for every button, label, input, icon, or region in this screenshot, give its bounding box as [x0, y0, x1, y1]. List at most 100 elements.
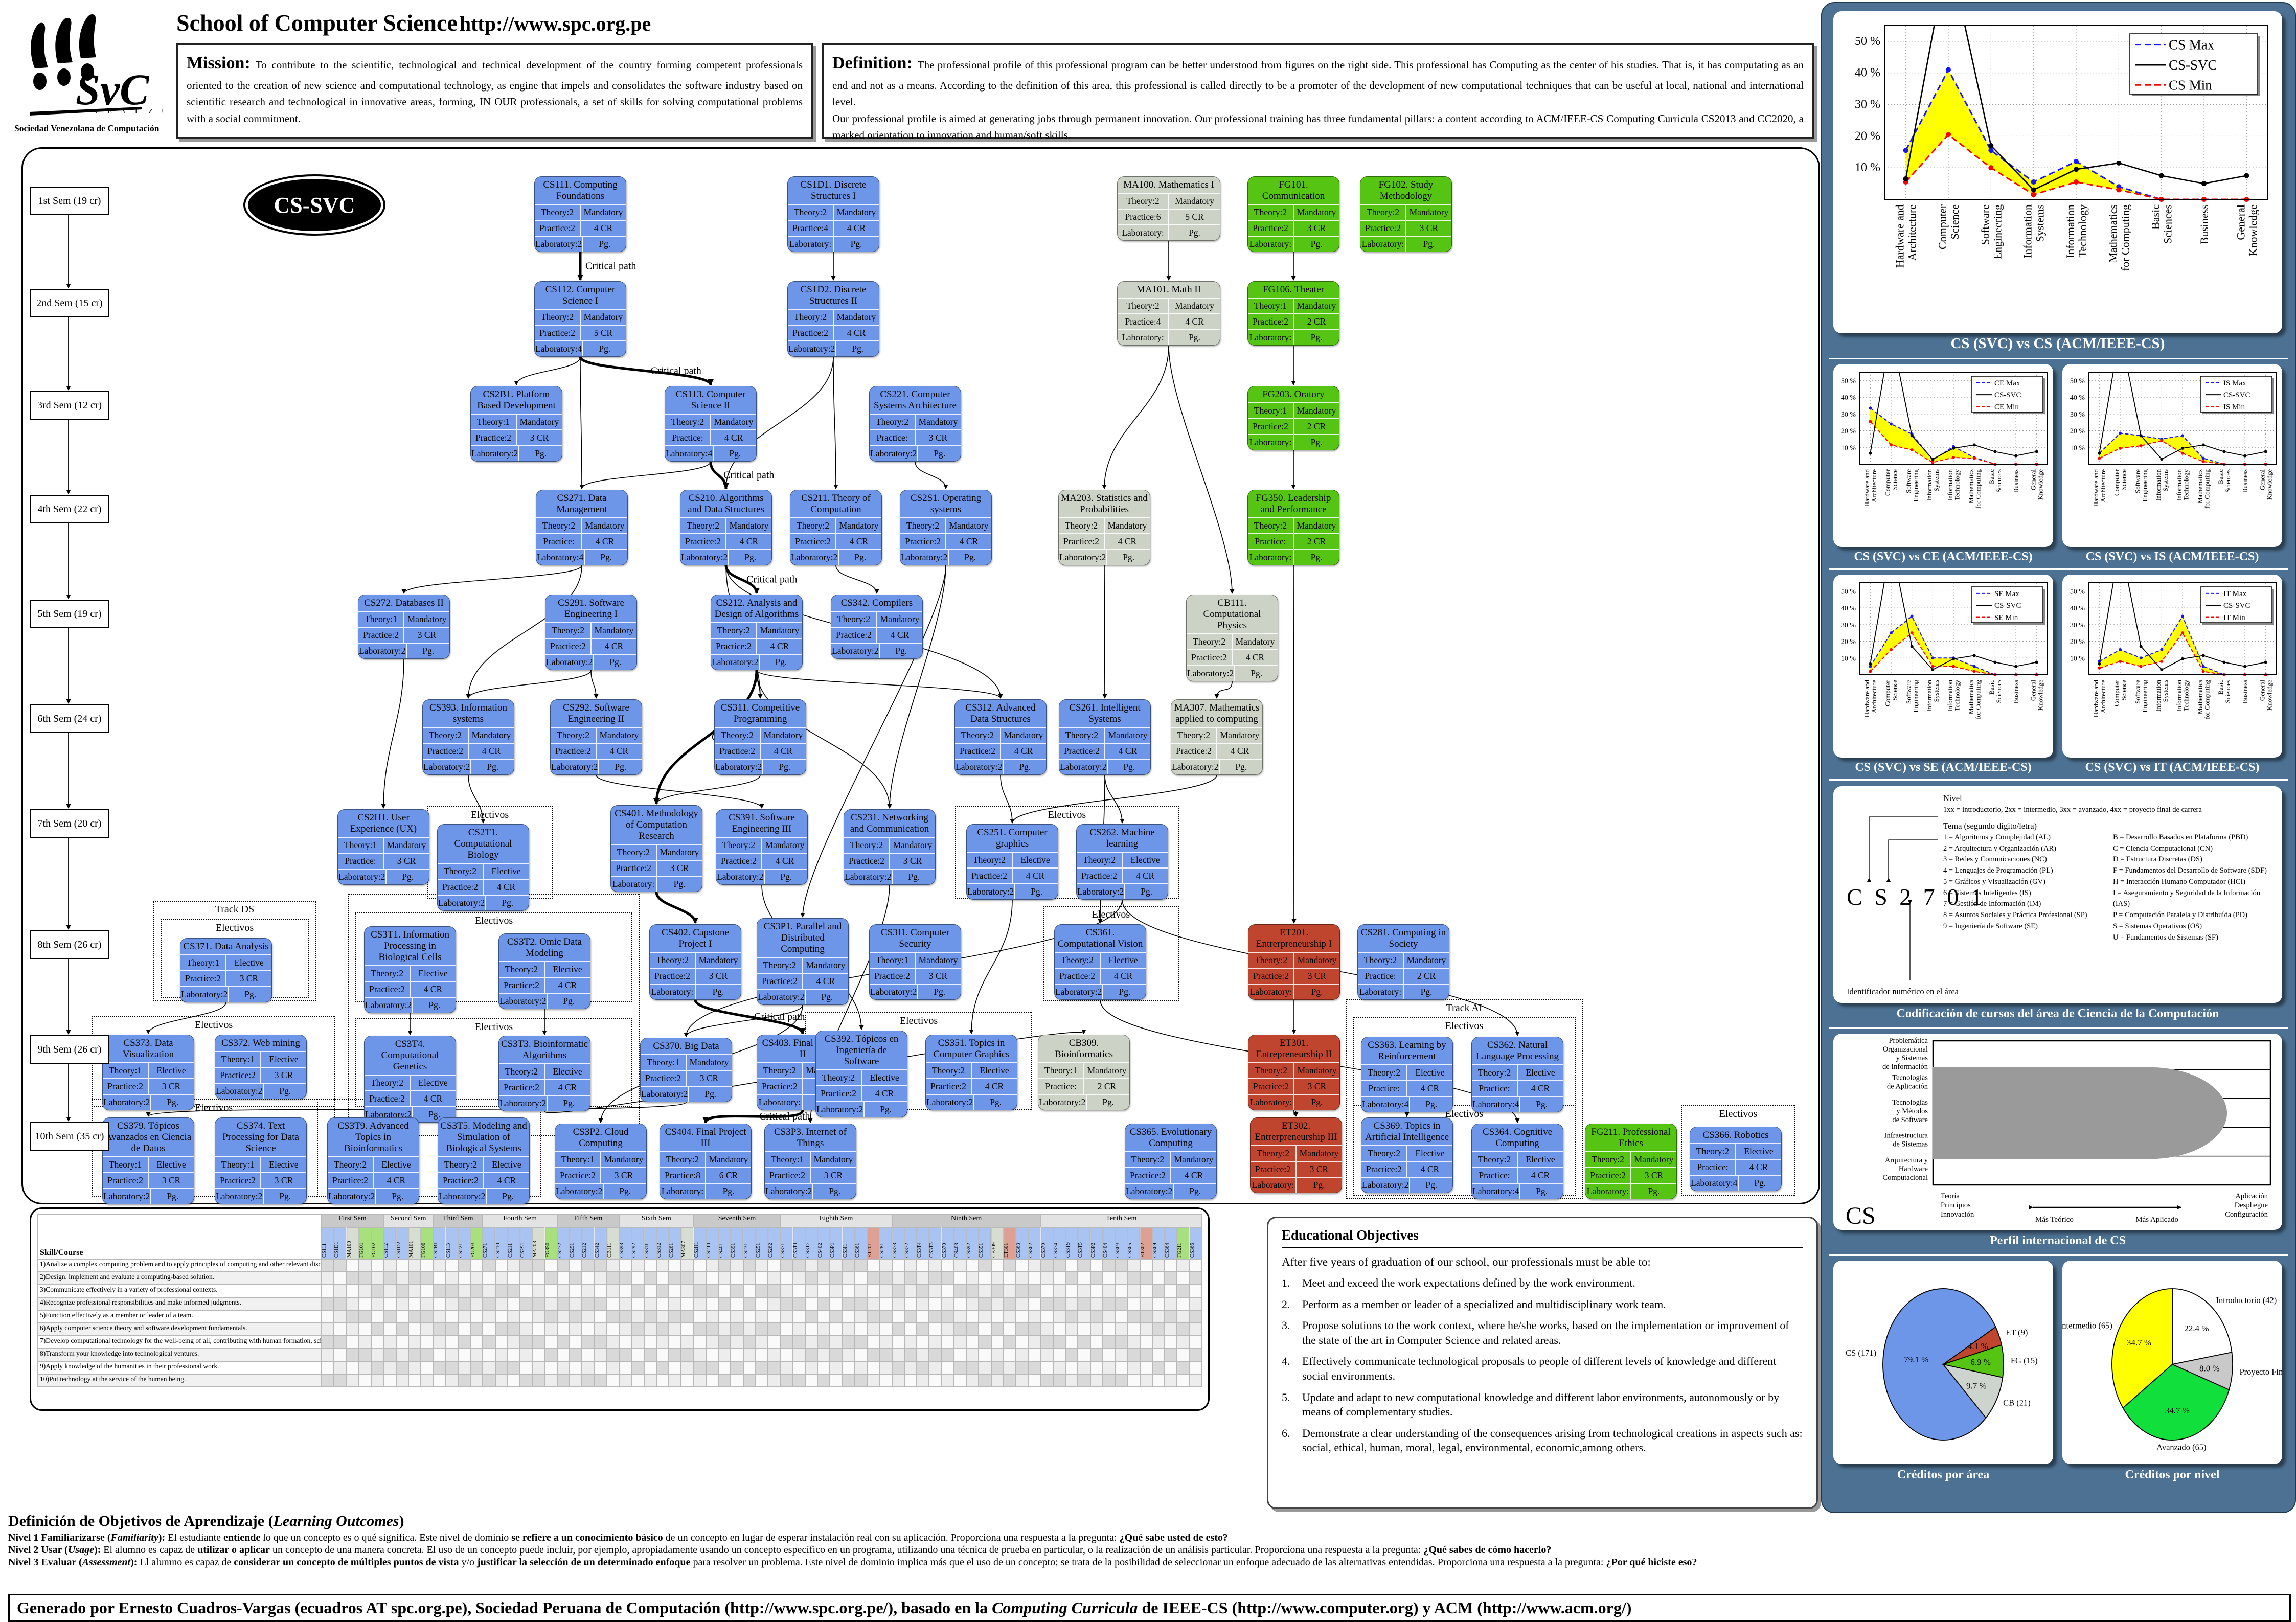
matrix-cell [718, 1361, 731, 1374]
svg-text:50 %: 50 % [1855, 35, 1880, 48]
matrix-cell [718, 1285, 731, 1297]
matrix-course-code: FG102 [371, 1227, 384, 1259]
matrix-cell [346, 1285, 359, 1297]
svg-text:Sciences: Sciences [2224, 680, 2232, 703]
svg-text:y Métodos: y Métodos [1896, 1107, 1928, 1115]
svg-text:General: General [2234, 204, 2247, 240]
matrix-cell [991, 1259, 1004, 1272]
definition-label: Definition: [832, 54, 913, 73]
svg-text:10 %: 10 % [1841, 444, 1856, 452]
matrix-cell [1053, 1374, 1066, 1387]
generated-by-footer: Generado por Ernesto Cuadros-Vargas (ecu… [8, 1594, 2291, 1622]
svg-text:6.9 %: 6.9 % [1970, 1357, 1991, 1367]
matrix-cell [1189, 1374, 1202, 1387]
matrix-cell [929, 1259, 942, 1272]
matrix-cell [941, 1310, 954, 1323]
matrix-cell [1065, 1285, 1078, 1297]
matrix-cell [681, 1336, 694, 1349]
matrix-cell [1115, 1285, 1128, 1297]
matrix-cell [953, 1336, 967, 1349]
matrix-cell [383, 1323, 396, 1336]
matrix-cell [470, 1336, 483, 1349]
matrix-cell [594, 1297, 607, 1310]
matrix-cell [582, 1285, 595, 1297]
mission-text: To contribute to the scientific, technol… [187, 59, 803, 125]
matrix-cell [1016, 1259, 1029, 1272]
matrix-cell [358, 1374, 371, 1387]
matrix-cell [1028, 1285, 1041, 1297]
codification-tema-title: Tema (segundo dígito/letra) [1943, 820, 2037, 831]
matrix-cell [544, 1349, 557, 1361]
matrix-cell [966, 1361, 979, 1374]
svg-text:20 %: 20 % [1855, 129, 1880, 143]
matrix-cell [421, 1297, 434, 1310]
svg-text:Engineering: Engineering [1912, 680, 1919, 713]
matrix-cell [706, 1323, 719, 1336]
matrix-cell [706, 1310, 719, 1323]
matrix-cell [792, 1297, 805, 1310]
matrix-cell [867, 1374, 880, 1387]
svg-text:Basic: Basic [2217, 680, 2224, 695]
matrix-cell [867, 1310, 880, 1323]
matrix-cell [1140, 1336, 1152, 1349]
matrix-cell [1127, 1310, 1140, 1323]
matrix-course-code: CS374 [1053, 1227, 1066, 1259]
matrix-course-code: ET301 [1003, 1227, 1016, 1259]
svg-text:Architecture: Architecture [1870, 680, 1878, 713]
matrix-cell [892, 1336, 904, 1349]
matrix-cell [483, 1349, 495, 1361]
matrix-cell [693, 1323, 706, 1336]
matrix-cell [879, 1310, 892, 1323]
svg-text:General: General [2029, 680, 2037, 701]
svg-text:Knowledge: Knowledge [2036, 469, 2044, 500]
chart-panel-0: 10 % 20 % 30 % 40 % 50 % CS Max CS-SVC CS Min Ha… [1833, 11, 2282, 333]
caption-pie-0: Créditos por área [1897, 1468, 1990, 1481]
matrix-cell [1140, 1361, 1152, 1374]
matrix-cell [582, 1361, 595, 1374]
matrix-cell [1115, 1297, 1128, 1310]
matrix-cell [1040, 1285, 1053, 1297]
matrix-cell [780, 1297, 793, 1310]
matrix-cell [1152, 1374, 1165, 1387]
matrix-course-code: MA101 [408, 1227, 421, 1259]
matrix-cell [656, 1297, 669, 1310]
matrix-course-code: CS221 [458, 1227, 471, 1259]
matrix-cell [358, 1272, 371, 1285]
svg-text:Introductorio (42): Introductorio (42) [2216, 1295, 2277, 1305]
matrix-cell [631, 1285, 644, 1297]
svg-text:40 %: 40 % [1855, 66, 1880, 80]
matrix-cell [383, 1272, 396, 1285]
matrix-course-code: CS401 [718, 1227, 731, 1259]
matrix-cell [408, 1310, 421, 1323]
matrix-cell [520, 1374, 533, 1387]
svg-text:20 %: 20 % [1841, 638, 1856, 646]
matrix-cell [1102, 1323, 1116, 1336]
matrix-course-code: CS403 [953, 1227, 967, 1259]
matrix-cell [755, 1323, 768, 1336]
matrix-cell [669, 1374, 681, 1387]
matrix-cell [718, 1259, 731, 1272]
matrix-course-code: CS3T4 [917, 1227, 929, 1259]
matrix-cell [594, 1336, 607, 1349]
matrix-cell [904, 1259, 917, 1272]
matrix-cell [445, 1349, 458, 1361]
matrix-cell [731, 1374, 743, 1387]
matrix-cell [396, 1297, 408, 1310]
svg-text:Technology: Technology [1953, 469, 1961, 501]
matrix-cell [495, 1374, 508, 1387]
matrix-cell [1102, 1272, 1116, 1285]
svg-text:Information: Information [1925, 469, 1933, 501]
matrix-cell [495, 1297, 508, 1310]
matrix-cell [1102, 1374, 1116, 1387]
matrix-cell [842, 1272, 855, 1285]
matrix-cell [953, 1349, 967, 1361]
matrix-cell [817, 1336, 830, 1349]
matrix-cell [991, 1349, 1004, 1361]
svg-text:34.7 %: 34.7 % [2127, 1338, 2151, 1347]
matrix-cell [606, 1336, 620, 1349]
matrix-cell [755, 1310, 768, 1323]
matrix-course-code: CS362 [1028, 1227, 1041, 1259]
matrix-cell [1028, 1361, 1041, 1374]
svg-text:Hardware and: Hardware and [2092, 680, 2100, 718]
svg-text:Business: Business [2012, 469, 2020, 493]
